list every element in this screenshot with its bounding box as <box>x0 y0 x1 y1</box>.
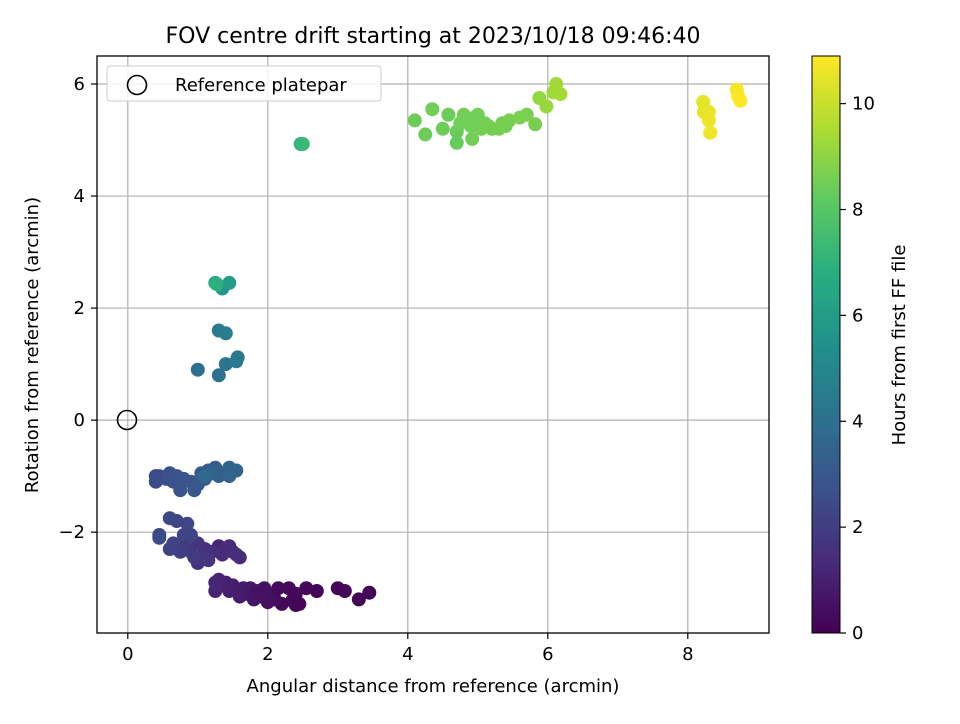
y-axis-ticks: −2 0 2 4 6 <box>58 74 97 543</box>
y-tick-label: 2 <box>74 298 85 319</box>
data-point <box>218 357 233 372</box>
data-point <box>539 99 554 114</box>
y-tick-label: 4 <box>74 186 85 207</box>
data-point <box>295 137 310 151</box>
y-axis-label: Rotation from reference (arcmin) <box>22 197 43 493</box>
data-point <box>148 469 163 484</box>
data-point <box>362 585 377 600</box>
data-point <box>418 127 433 142</box>
colorbar-tick-label: 0 <box>852 623 863 644</box>
plot-frame <box>96 55 770 634</box>
data-point <box>299 581 314 596</box>
data-point <box>502 113 517 128</box>
data-point <box>197 469 212 484</box>
data-point <box>222 469 237 484</box>
data-point <box>215 547 230 562</box>
data-point <box>180 516 195 531</box>
colorbar-gradient <box>811 55 841 634</box>
data-point <box>288 586 303 601</box>
colorbar-tick-label: 8 <box>852 200 863 221</box>
data-point <box>425 102 440 117</box>
data-point <box>703 125 718 140</box>
chart-title: FOV centre drift starting at 2023/10/18 … <box>166 24 701 49</box>
data-point <box>232 550 247 565</box>
grid-lines <box>97 56 769 633</box>
data-point <box>519 107 534 122</box>
data-point <box>152 530 167 545</box>
y-tick-label: 6 <box>74 74 85 95</box>
x-tick-label: 2 <box>262 644 273 665</box>
data-point <box>162 511 177 526</box>
data-point <box>701 113 716 128</box>
data-point <box>162 542 177 556</box>
x-axis-ticks: 0 2 4 6 8 <box>122 633 694 665</box>
reference-platepar-marker <box>116 409 138 431</box>
colorbar-label: Hours from first FF file <box>889 245 910 446</box>
y-tick-label: 0 <box>74 410 85 431</box>
data-point <box>201 553 216 568</box>
legend-marker-icon <box>126 74 148 96</box>
data-point <box>470 107 485 122</box>
colorbar: 0 2 4 6 8 10 Hours from first FF file <box>811 55 910 644</box>
data-point <box>222 275 237 290</box>
data-point <box>250 584 265 598</box>
data-point <box>460 113 475 128</box>
data-point <box>208 575 223 590</box>
data-point <box>209 277 224 291</box>
data-point <box>465 131 480 146</box>
colorbar-tick-label: 4 <box>852 411 863 432</box>
x-tick-label: 0 <box>122 644 133 665</box>
data-point <box>230 350 245 365</box>
legend-label: Reference platepar <box>175 75 347 96</box>
legend-box <box>106 65 382 102</box>
x-tick-label: 4 <box>402 644 413 665</box>
data-point <box>528 117 543 132</box>
y-tick-label: −2 <box>58 522 85 543</box>
data-point <box>733 93 748 108</box>
data-point <box>271 581 286 596</box>
data-point <box>173 483 188 498</box>
data-points <box>148 77 748 612</box>
colorbar-tick-label: 10 <box>852 94 875 115</box>
colorbar-tick-label: 6 <box>852 305 863 326</box>
data-point <box>407 113 422 128</box>
x-tick-label: 8 <box>682 644 693 665</box>
x-axis-label: Angular distance from reference (arcmin) <box>247 676 620 697</box>
data-point <box>211 368 226 383</box>
data-point <box>337 584 352 598</box>
data-point <box>176 528 191 542</box>
data-point <box>351 592 366 607</box>
colorbar-tick-label: 2 <box>852 517 863 538</box>
data-point <box>553 87 568 102</box>
legend: Reference platepar <box>106 65 382 102</box>
data-point <box>441 107 456 122</box>
data-point <box>449 135 464 150</box>
x-tick-label: 6 <box>542 644 553 665</box>
data-point <box>190 362 205 377</box>
data-point <box>435 121 450 136</box>
colorbar-ticks: 0 2 4 6 8 10 <box>840 94 875 644</box>
data-point <box>309 584 324 598</box>
data-point <box>218 326 233 341</box>
